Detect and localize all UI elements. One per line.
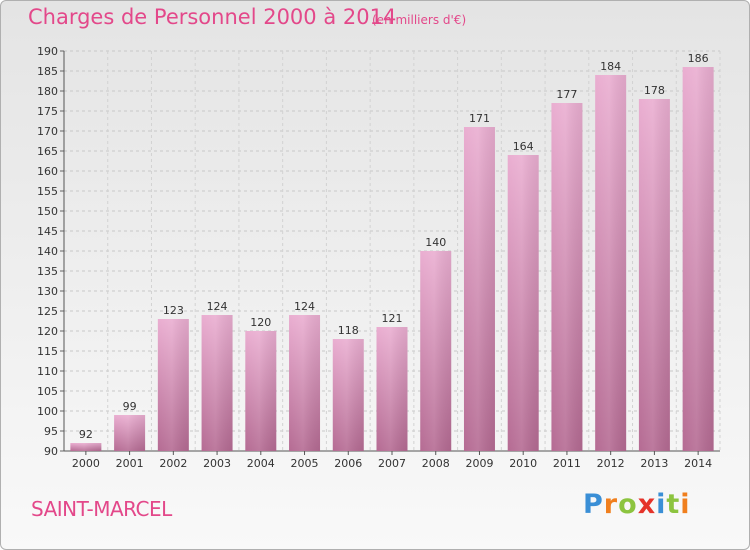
- x-tick-label: 2014: [684, 457, 712, 470]
- x-tick-label: 2011: [553, 457, 581, 470]
- y-tick-label: 185: [37, 65, 58, 78]
- bar-shading: [201, 315, 233, 451]
- x-tick-label: 2013: [640, 457, 668, 470]
- logo-letter: i: [680, 489, 691, 520]
- chart-title: Charges de Personnel 2000 à 2014: [28, 5, 397, 29]
- x-tick-label: 2012: [597, 457, 625, 470]
- data-label: 92: [79, 428, 93, 441]
- x-tick-label: 2010: [509, 457, 537, 470]
- data-label: 171: [469, 112, 490, 125]
- proxiti-logo: Proxiti: [583, 489, 691, 520]
- x-tick-label: 2003: [203, 457, 231, 470]
- logo-letter: i: [656, 489, 667, 520]
- bar-shading: [507, 155, 539, 451]
- logo-letter: P: [583, 489, 604, 520]
- y-tick-label: 120: [37, 325, 58, 338]
- bar-shading: [420, 251, 452, 451]
- x-tick-label: 2000: [72, 457, 100, 470]
- y-tick-label: 175: [37, 105, 58, 118]
- bar-shading: [332, 339, 364, 451]
- y-tick-label: 105: [37, 385, 58, 398]
- bar-shading: [376, 327, 408, 451]
- x-tick-label: 2002: [159, 457, 187, 470]
- logo-letter: o: [618, 489, 638, 520]
- y-tick-label: 130: [37, 285, 58, 298]
- bar-shading: [638, 99, 670, 451]
- data-label: 140: [425, 236, 446, 249]
- data-label: 118: [338, 324, 359, 337]
- data-label: 121: [382, 312, 403, 325]
- logo-letter: t: [666, 489, 681, 520]
- x-tick-label: 2009: [465, 457, 493, 470]
- data-label: 120: [250, 316, 271, 329]
- place-name: SAINT-MARCEL: [31, 497, 172, 521]
- bar-shading: [595, 75, 627, 451]
- bar-shading: [289, 315, 321, 451]
- bar-shading: [245, 331, 277, 451]
- data-label: 164: [513, 140, 534, 153]
- data-label: 124: [207, 300, 228, 313]
- x-tick-label: 2007: [378, 457, 406, 470]
- x-tick-label: 2005: [291, 457, 319, 470]
- bar-shading: [70, 443, 102, 451]
- logo-letter: x: [637, 489, 657, 520]
- x-tick-label: 2001: [116, 457, 144, 470]
- y-tick-label: 160: [37, 165, 58, 178]
- data-label: 184: [600, 60, 621, 73]
- bar-shading: [682, 67, 714, 451]
- y-tick-label: 125: [37, 305, 58, 318]
- y-tick-label: 90: [44, 445, 58, 458]
- x-tick-label: 2004: [247, 457, 275, 470]
- bar-shading: [463, 127, 495, 451]
- bar-shading: [114, 415, 146, 451]
- bar-shading: [157, 319, 189, 451]
- bar-shading: [551, 103, 583, 451]
- data-label: 186: [688, 52, 709, 65]
- y-tick-label: 115: [37, 345, 58, 358]
- y-tick-label: 140: [37, 245, 58, 258]
- data-label: 177: [556, 88, 577, 101]
- x-tick-label: 2008: [422, 457, 450, 470]
- y-tick-label: 170: [37, 125, 58, 138]
- y-tick-label: 165: [37, 145, 58, 158]
- data-label: 124: [294, 300, 315, 313]
- data-label: 123: [163, 304, 184, 317]
- data-label: 178: [644, 84, 665, 97]
- y-tick-label: 135: [37, 265, 58, 278]
- chart-subtitle: (en milliers d'€): [372, 13, 467, 27]
- y-tick-label: 155: [37, 185, 58, 198]
- data-label: 99: [123, 400, 137, 413]
- y-tick-label: 190: [37, 45, 58, 58]
- y-tick-label: 95: [44, 425, 58, 438]
- y-tick-label: 100: [37, 405, 58, 418]
- y-tick-label: 150: [37, 205, 58, 218]
- x-tick-label: 2006: [334, 457, 362, 470]
- y-tick-label: 110: [37, 365, 58, 378]
- y-tick-label: 145: [37, 225, 58, 238]
- y-tick-label: 180: [37, 85, 58, 98]
- logo-letter: r: [603, 489, 619, 520]
